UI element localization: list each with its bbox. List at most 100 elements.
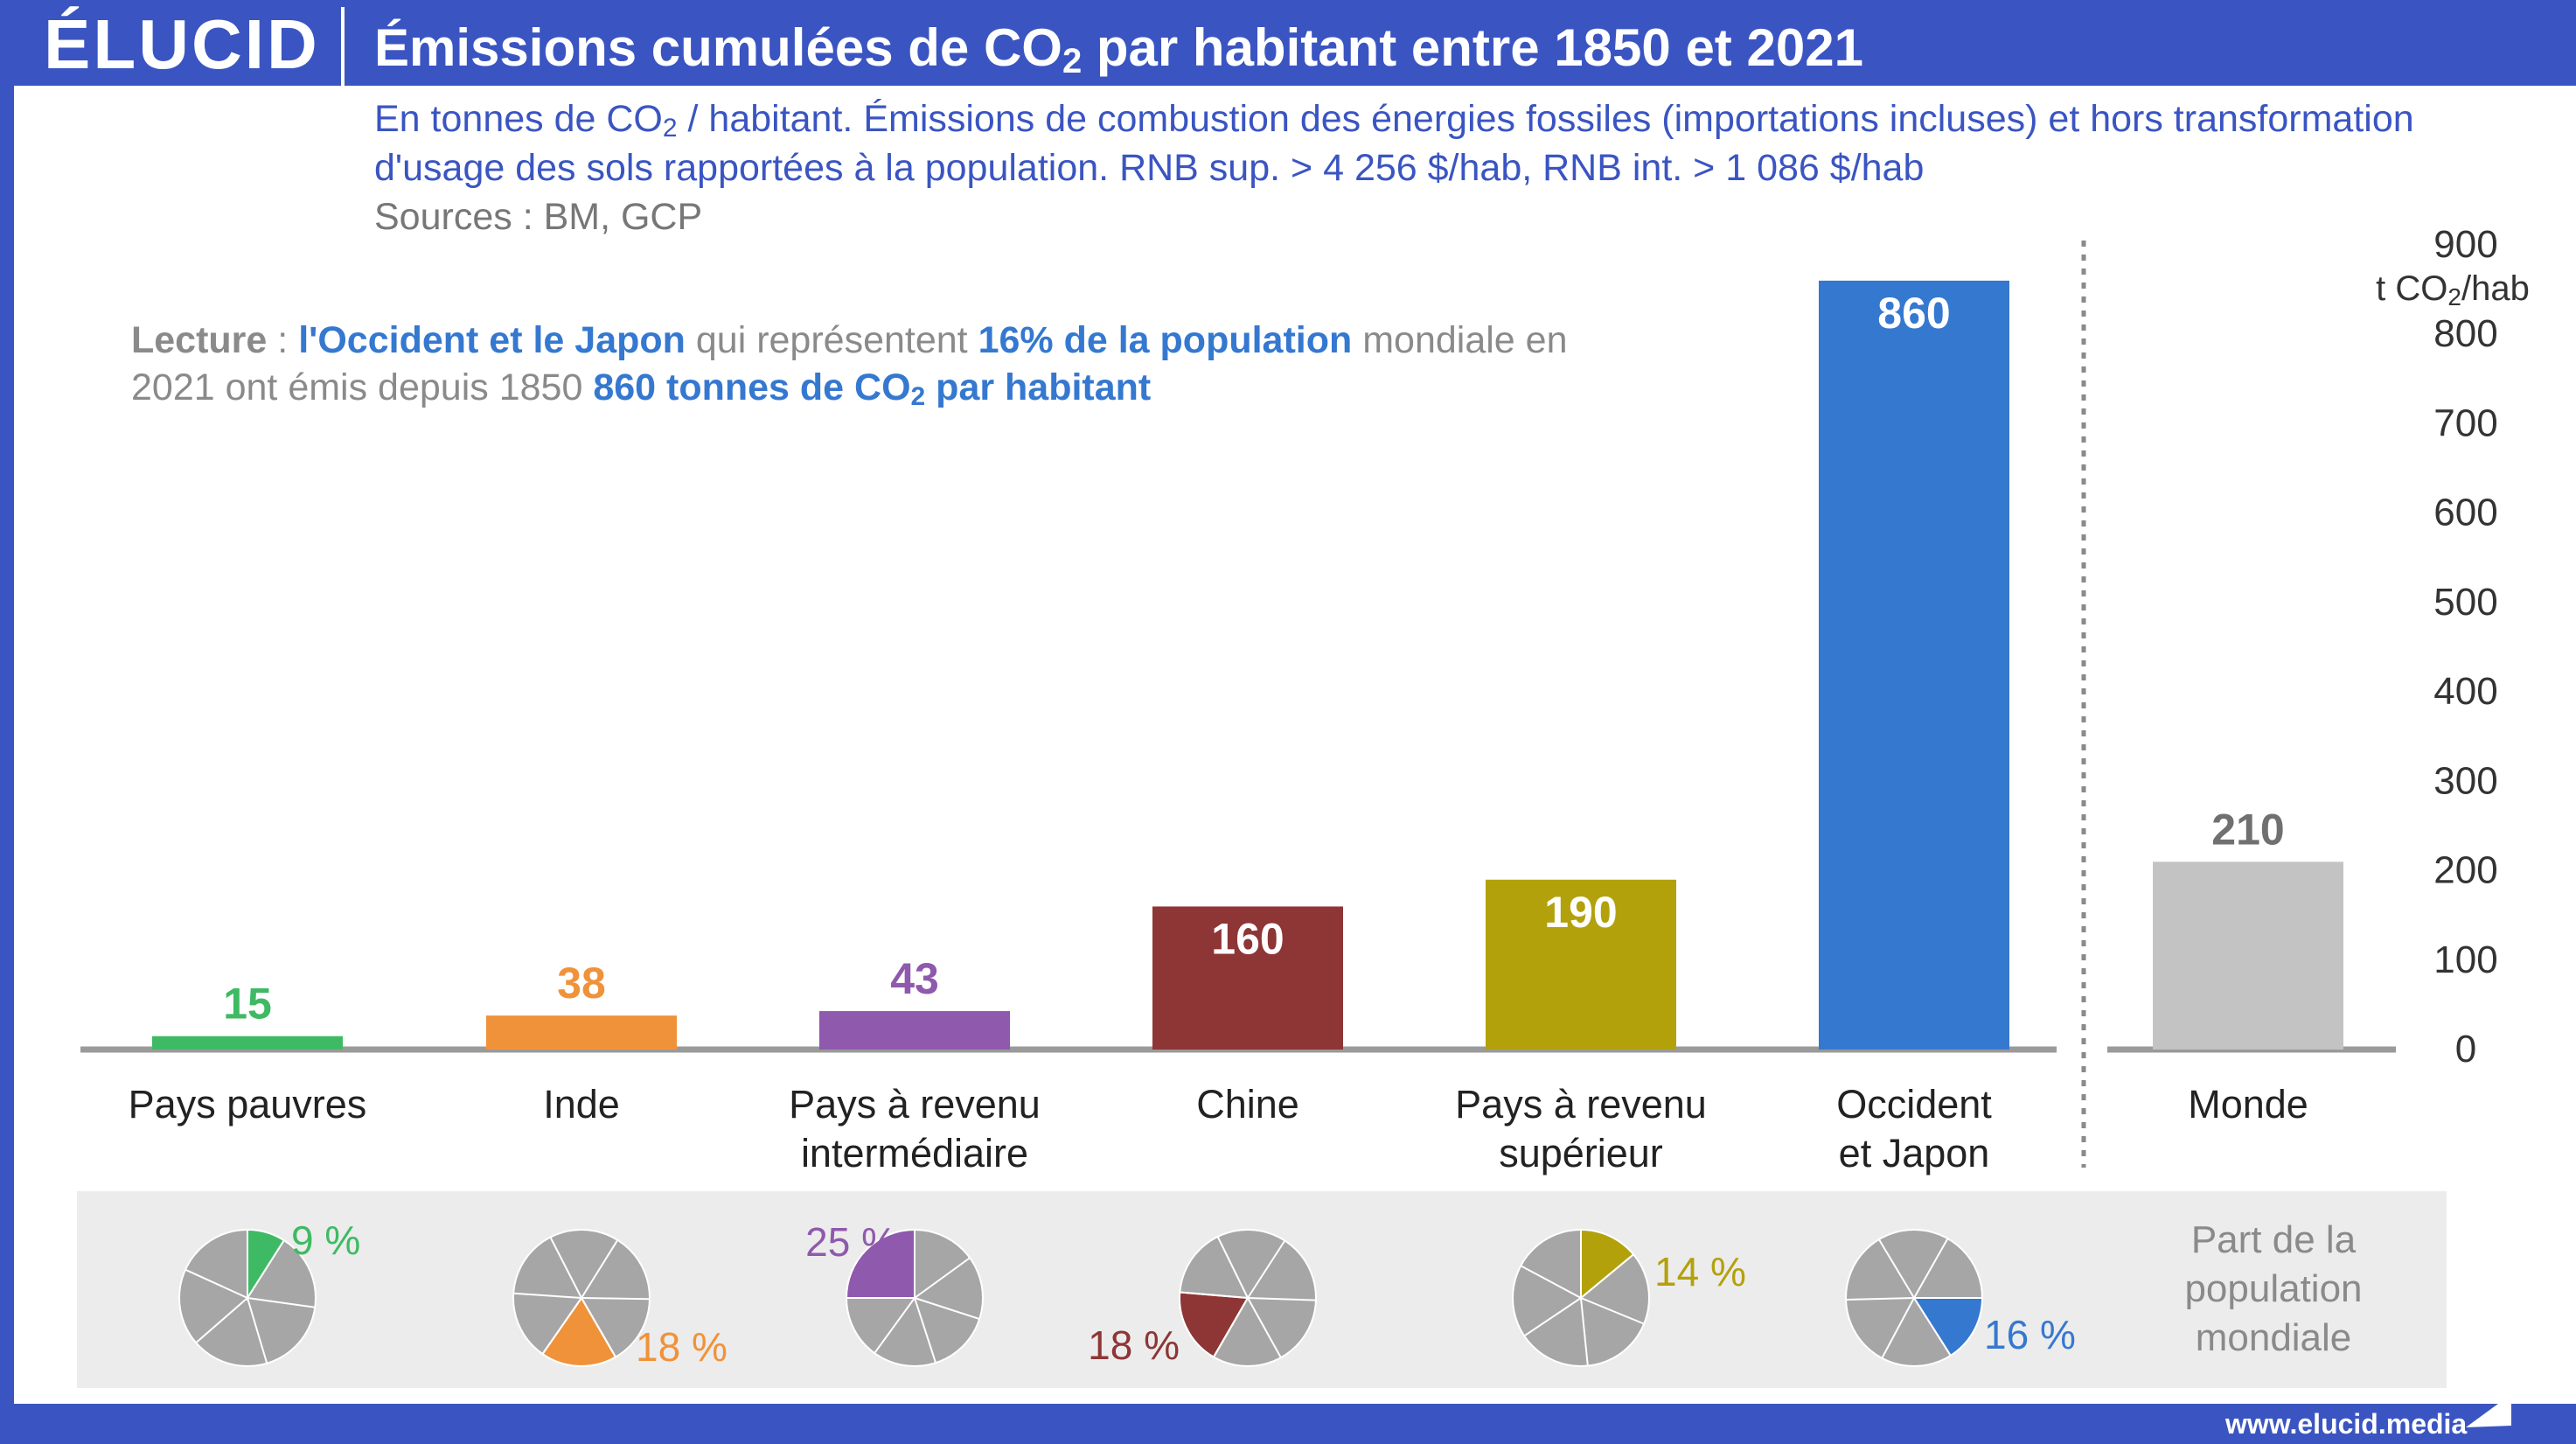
pie-share-label: 18 % (636, 1324, 728, 1370)
pie-share-label: 16 % (1984, 1312, 2076, 1357)
x-tick-label-line: Inde (543, 1082, 620, 1127)
bar-value-label: 860 (1877, 289, 1950, 338)
x-tick-label: Pays à revenu supérieur (1415, 1080, 1747, 1178)
x-tick-label: Pays pauvres (81, 1080, 414, 1129)
x-tick-label-line: Pays à revenu (1455, 1082, 1707, 1127)
pie-slice-divider (581, 1239, 619, 1299)
x-tick-label-line: Pays pauvres (128, 1082, 367, 1127)
subtitle-text: En tonnes de CO (374, 98, 663, 140)
bar-value-label: 15 (223, 980, 272, 1029)
y-tick-label: 400 (2433, 670, 2497, 713)
x-tick-label-line: supérieur (1499, 1131, 1663, 1175)
pie-slice-divider (1881, 1297, 1915, 1359)
pie-slice-divider (874, 1297, 916, 1354)
elucid-logo[interactable]: ÉLUCID (44, 5, 320, 83)
pie-slice-divider (184, 1268, 248, 1299)
pie-slice-divider (247, 1239, 285, 1299)
chart-panel (14, 86, 2576, 1404)
unit-subscript: 2 (2447, 283, 2461, 310)
x-tick-label: Inde (415, 1080, 748, 1129)
x-tick-label: Chine (1082, 1080, 1414, 1129)
population-pie (178, 1228, 317, 1367)
y-tick-label: 300 (2433, 759, 2497, 802)
pie-slice-divider (1216, 1236, 1249, 1299)
bar (152, 1036, 343, 1050)
x-tick-label: Monde (2082, 1080, 2414, 1129)
bar-value-label: 190 (1544, 888, 1617, 937)
x-tick-label-line: Pays à revenu (789, 1082, 1041, 1127)
pie-slice-divider (1180, 1291, 1249, 1299)
bar (819, 1011, 1010, 1050)
pie-slice-divider (914, 1257, 971, 1299)
pie-slice-divider (247, 1297, 268, 1364)
x-tick-label-line: Chine (1196, 1082, 1299, 1127)
pie-slice-divider (541, 1297, 582, 1355)
pie-slice-divider (914, 1297, 980, 1321)
pie-highlight-slice (1179, 1291, 1250, 1358)
pie-highlight-slice (1912, 1297, 1984, 1357)
pie-highlight-slice (541, 1296, 617, 1367)
bar (1486, 879, 1676, 1050)
header-divider (341, 7, 345, 87)
reading-highlight-value: 860 tonnes de CO2 par habitant (593, 366, 1152, 411)
pie-highlight-slice (1580, 1228, 1635, 1301)
pie-slice-divider (581, 1297, 616, 1358)
reading-text-2: mondiale en 2021 ont émis depuis 1850 (131, 319, 1568, 408)
x-tick-label-line: et Japon (1838, 1131, 1990, 1175)
title-text-end: par habitant entre 1850 et 2021 (1082, 18, 1863, 77)
pie-share-label: 18 % (1088, 1322, 1180, 1368)
unit-text-end: /hab (2461, 269, 2530, 308)
reading-value-text-end: par habitant (925, 366, 1152, 408)
bar (2153, 862, 2343, 1050)
population-share-caption: Part de la population mondiale (2184, 1218, 2363, 1359)
reading-highlight-region: l'Occident et le Japon (298, 319, 686, 361)
pie-slice-divider (1520, 1265, 1582, 1299)
pie-slice-divider (1247, 1297, 1282, 1358)
x-tick-label: Pays à revenu intermédiaire (748, 1080, 1081, 1178)
y-axis-unit: t CO2/hab (2352, 267, 2553, 310)
y-tick-label: 0 (2455, 1028, 2476, 1071)
pie-slice-divider (1247, 1239, 1286, 1299)
pie-slice-divider (914, 1297, 937, 1364)
unit-text: t CO (2376, 269, 2448, 308)
website-link[interactable]: www.elucid.media (2225, 1408, 2468, 1440)
website-mark (2466, 1394, 2511, 1427)
pie-slice-divider (1213, 1297, 1249, 1358)
pie-slice-divider (1580, 1297, 1645, 1325)
y-tick-label: 600 (2433, 492, 2497, 534)
y-tick-label: 900 (2433, 223, 2497, 266)
reading-value-subscript: 2 (910, 382, 926, 411)
pie-share-label: 9 % (291, 1217, 360, 1263)
pie-slice-divider (1913, 1297, 1952, 1357)
pie-slice-divider (247, 1297, 316, 1308)
sources-note: Sources : BM, GCP (374, 196, 703, 238)
population-pie (512, 1229, 651, 1367)
subtitle-subscript: 2 (662, 114, 678, 143)
x-tick-label: Occident et Japon (1748, 1080, 2080, 1178)
subtitle-text-end: / habitant. Émissions de combustion des … (374, 98, 2414, 189)
bar-value-label: 38 (557, 959, 606, 1008)
reading-label: Lecture (131, 319, 268, 361)
y-tick-label: 200 (2433, 849, 2497, 892)
population-pie (1512, 1228, 1650, 1367)
pie-slice-divider (1580, 1297, 1589, 1366)
y-tick-label: 500 (2433, 581, 2497, 624)
y-tick-label: 700 (2433, 401, 2497, 444)
pie-slice-divider (513, 1292, 582, 1299)
chart-subtitle: En tonnes de CO2 / habitant. Émissions d… (374, 94, 2508, 192)
reading-highlight-population: 16% de la population (978, 319, 1353, 361)
x-tick-label-line: Occident (1836, 1082, 1992, 1127)
y-tick-label: 800 (2433, 312, 2497, 355)
pie-share-label: 14 % (1654, 1249, 1746, 1294)
x-tick-label-line: Monde (2188, 1082, 2308, 1127)
reading-sep: : (267, 319, 299, 361)
pie-slice-divider (195, 1297, 248, 1343)
pie-slice-divider (1913, 1238, 1949, 1299)
bar-value-label: 210 (2211, 805, 2284, 854)
title-subscript: 2 (1062, 42, 1083, 80)
reading-value-text: 860 tonnes de CO (593, 366, 911, 408)
bar (1152, 906, 1343, 1050)
reading-text-1: qui représentent (685, 319, 978, 361)
pie-slice-divider (1523, 1297, 1582, 1337)
